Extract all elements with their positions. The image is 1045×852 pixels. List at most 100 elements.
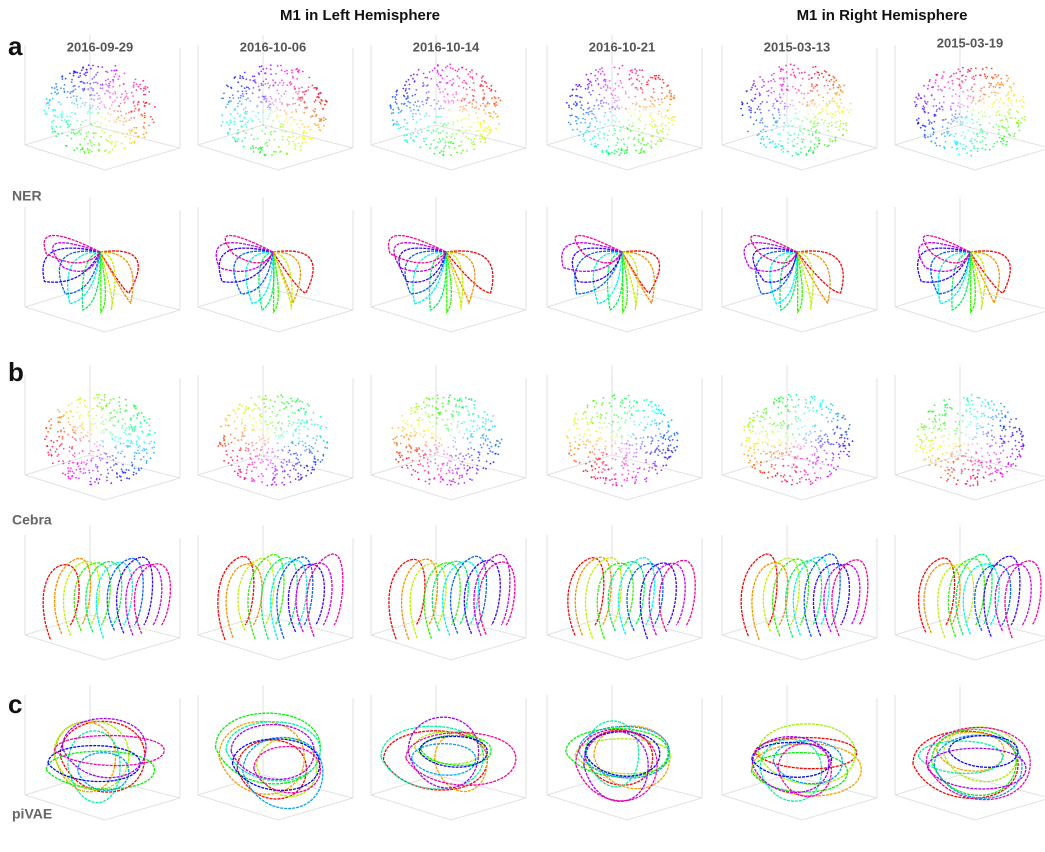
point: [489, 450, 491, 452]
point: [67, 473, 69, 475]
trajectory: [446, 251, 493, 293]
point: [661, 469, 663, 471]
point: [116, 463, 118, 465]
point: [623, 467, 625, 469]
point: [669, 440, 671, 442]
point: [918, 118, 920, 120]
point: [754, 97, 756, 99]
point: [115, 416, 117, 418]
point: [639, 105, 641, 107]
point: [927, 136, 929, 138]
point: [150, 116, 152, 118]
point: [795, 108, 797, 110]
point: [280, 109, 282, 111]
point: [439, 88, 441, 90]
point: [95, 132, 97, 134]
point: [87, 436, 89, 438]
panel-label: b: [8, 357, 24, 387]
point: [831, 100, 833, 102]
point: [1012, 463, 1014, 465]
point: [119, 408, 121, 410]
point: [301, 136, 303, 138]
point: [1015, 445, 1017, 447]
point: [931, 86, 933, 88]
point: [225, 424, 227, 426]
point: [225, 418, 227, 420]
point: [465, 82, 467, 84]
point: [314, 423, 316, 425]
point: [444, 424, 446, 426]
point: [601, 471, 603, 473]
point: [579, 101, 581, 103]
point: [950, 109, 952, 111]
point: [753, 123, 755, 125]
point: [1003, 450, 1005, 452]
point: [254, 403, 256, 405]
point: [133, 472, 135, 474]
point: [459, 109, 461, 111]
point: [106, 476, 108, 478]
point: [799, 481, 801, 483]
point: [244, 123, 246, 125]
point: [136, 89, 138, 91]
point: [282, 139, 284, 141]
point: [271, 134, 273, 136]
point: [460, 119, 462, 121]
point: [629, 452, 631, 454]
point: [264, 399, 266, 401]
panel-label: c: [8, 689, 22, 719]
point: [809, 410, 811, 412]
point: [427, 84, 429, 86]
point: [262, 124, 264, 126]
point: [808, 113, 810, 115]
point: [99, 98, 101, 100]
point: [281, 482, 283, 484]
point: [835, 79, 837, 81]
point: [1021, 99, 1023, 101]
point: [482, 421, 484, 423]
point: [303, 112, 305, 114]
point: [121, 143, 123, 145]
point: [132, 428, 134, 430]
point: [814, 472, 816, 474]
point: [478, 416, 480, 418]
point: [648, 470, 650, 472]
point: [86, 71, 88, 73]
point: [253, 87, 255, 89]
point: [615, 121, 617, 123]
point: [969, 424, 971, 426]
point: [423, 455, 425, 457]
point: [819, 139, 821, 141]
point: [292, 412, 294, 414]
point: [405, 422, 407, 424]
point: [73, 431, 75, 433]
point: [795, 394, 797, 396]
point: [655, 143, 657, 145]
point: [491, 420, 493, 422]
point: [1003, 140, 1005, 142]
point: [452, 133, 454, 135]
point: [289, 470, 291, 472]
point: [89, 105, 91, 107]
point: [470, 447, 472, 449]
point: [781, 481, 783, 483]
point: [798, 119, 800, 121]
point: [118, 438, 120, 440]
point: [73, 90, 75, 92]
trajectory: [797, 252, 813, 310]
point: [428, 427, 430, 429]
point: [80, 414, 82, 416]
point: [652, 410, 654, 412]
point: [649, 467, 651, 469]
point: [99, 402, 101, 404]
subplot: [371, 365, 526, 500]
point: [237, 138, 239, 140]
point: [410, 137, 412, 139]
point: [588, 441, 590, 443]
point: [980, 124, 982, 126]
point: [632, 433, 634, 435]
point: [470, 420, 472, 422]
point: [136, 127, 138, 129]
point: [102, 430, 104, 432]
point: [600, 73, 602, 75]
